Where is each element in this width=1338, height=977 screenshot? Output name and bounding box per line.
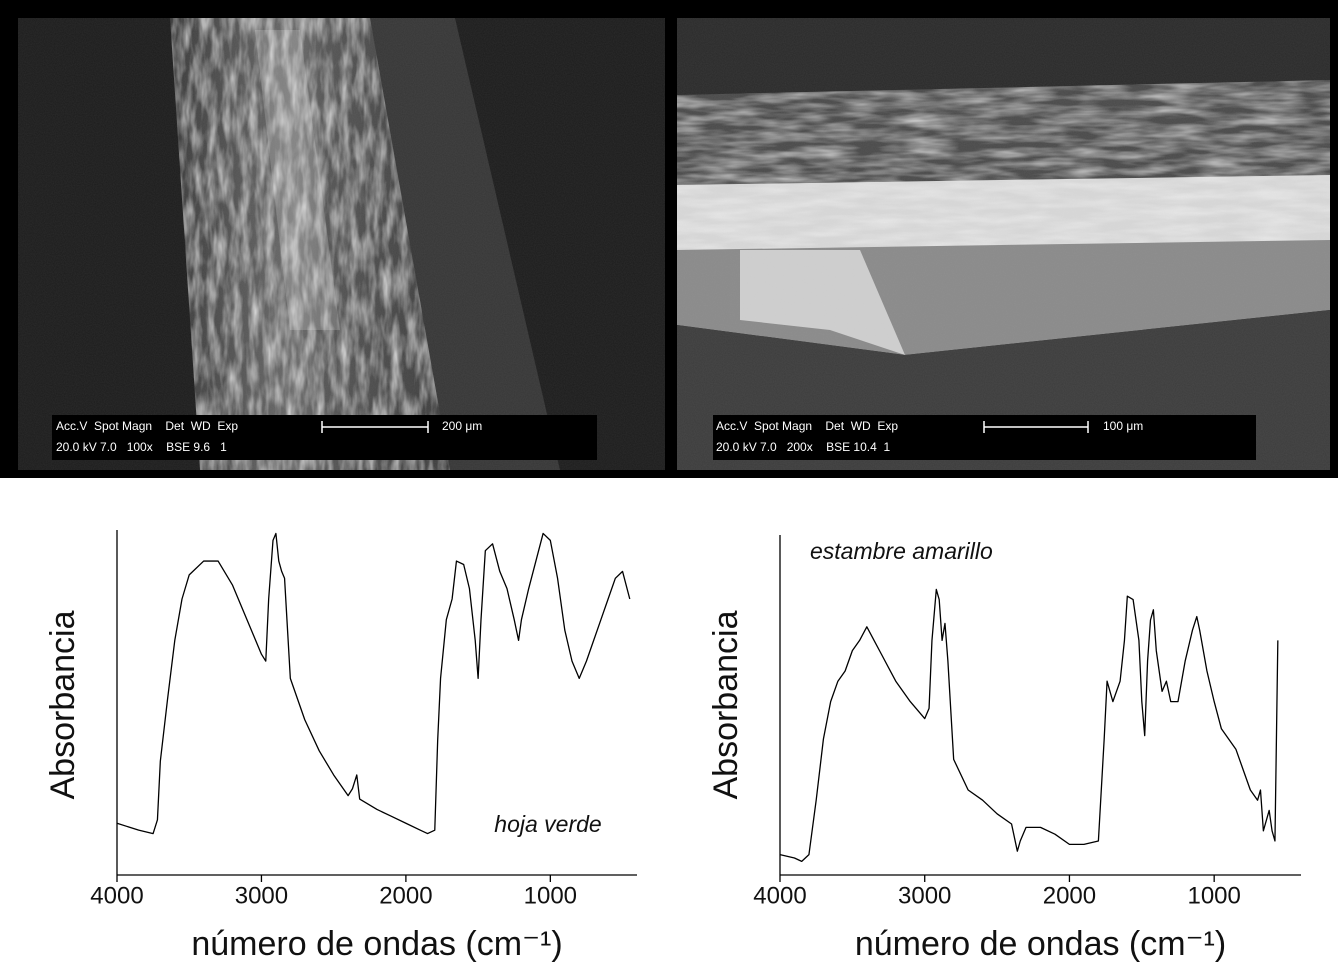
info-line: Acc.V Spot Magn Det WD Exp [716, 419, 898, 433]
x-axis-label: número de ondas (cm⁻¹) [191, 925, 562, 963]
x-tick-label: 1000 [1187, 882, 1240, 909]
x-tick-label: 4000 [753, 882, 806, 909]
x-axis-label: número de ondas (cm⁻¹) [855, 925, 1226, 963]
info-line: 20.0 kV 7.0 100x BSE 9.6 1 [56, 440, 227, 454]
x-tick-label: 2000 [379, 882, 432, 909]
scale-label: 100 μm [1103, 419, 1143, 433]
x-tick-label: 4000 [90, 882, 143, 909]
spectrum-line [116, 532, 631, 835]
y-axis-label: Absorbancia [44, 610, 82, 799]
info-line: Acc.V Spot Magn Det WD Exp [56, 419, 238, 433]
scale-bar [983, 421, 1089, 433]
x-tick-label: 2000 [1043, 882, 1096, 909]
annotation: hoja verde [494, 811, 601, 837]
micrograph [677, 18, 1330, 470]
spectrum-line [779, 588, 1279, 863]
micrograph [18, 18, 665, 470]
info-bar [52, 415, 597, 460]
x-tick-label: 1000 [524, 882, 577, 909]
x-tick-label: 3000 [898, 882, 951, 909]
x-tick-label: 3000 [235, 882, 288, 909]
scale-bar [321, 421, 429, 433]
y-axis-label: Absorbancia [707, 610, 745, 799]
annotation: estambre amarillo [810, 538, 993, 564]
info-line: 20.0 kV 7.0 200x BSE 10.4 1 [716, 440, 890, 454]
scale-label: 200 μm [442, 419, 482, 433]
